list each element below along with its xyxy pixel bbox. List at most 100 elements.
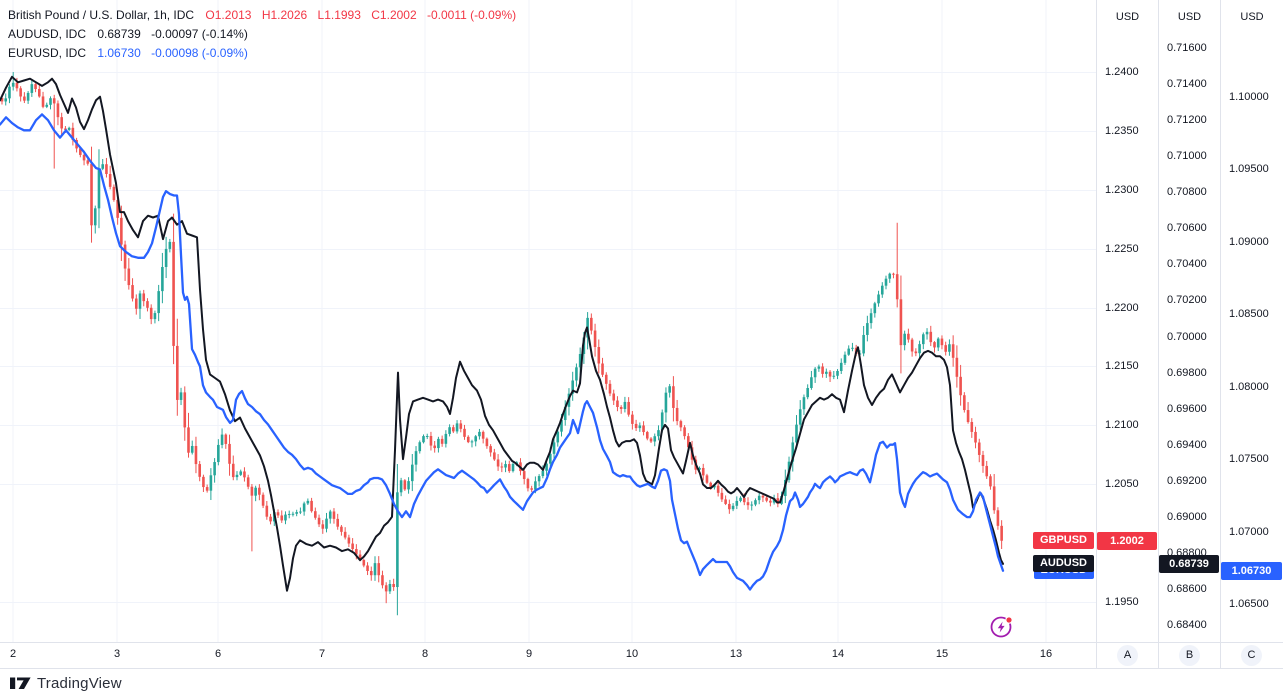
candle-body: [668, 386, 671, 393]
candle-body: [642, 425, 645, 433]
price-tick-label: 1.07000: [1229, 525, 1269, 538]
ohlc-low: L1.1993: [317, 8, 361, 22]
candle-body: [825, 371, 828, 374]
candle-body: [742, 497, 746, 503]
candle-body: [869, 313, 873, 324]
candle-body: [541, 470, 545, 477]
price-tick-label: 1.10000: [1229, 91, 1269, 103]
candle-body: [672, 386, 675, 408]
legend-row-audusd[interactable]: AUDUSD, IDC 0.68739 -0.00097 (-0.14%): [8, 25, 523, 44]
candle-body: [631, 414, 634, 424]
chart-legend: British Pound / U.S. Dollar, 1h, IDC O1.…: [8, 6, 523, 63]
scale-button-a[interactable]: A: [1117, 645, 1138, 666]
candle-body: [392, 583, 395, 588]
candle-body: [933, 342, 936, 348]
candle-body: [399, 480, 403, 493]
symbol-title: EURUSD, IDC: [8, 46, 87, 60]
candle-body: [440, 438, 444, 444]
price-tick-label: 1.2350: [1105, 124, 1139, 137]
candle-body: [343, 531, 347, 538]
currency-label-a: USD: [1115, 11, 1140, 23]
candle-body: [989, 476, 992, 487]
candle-body: [556, 431, 560, 443]
candle-body: [705, 475, 709, 483]
candle-body: [873, 303, 877, 314]
lightning-button[interactable]: [988, 613, 1016, 641]
candle-body: [437, 438, 440, 449]
price-tick-label: 1.2300: [1105, 183, 1139, 196]
candle-body: [209, 475, 213, 491]
candle-body: [369, 570, 373, 576]
price-tick-label: 1.08500: [1229, 308, 1269, 321]
scale-button-c[interactable]: C: [1241, 645, 1262, 666]
candle-body: [299, 511, 302, 513]
price-scale-a[interactable]: USD 1.2400 1.2350 1.2300 1.2250 1.2200 1.2150…: [1097, 0, 1158, 642]
candle-body: [590, 317, 593, 331]
price-tick-label: 1.2150: [1105, 360, 1139, 373]
candle-body: [179, 392, 183, 400]
candle-body: [903, 333, 906, 346]
candle-body: [123, 244, 127, 269]
time-tick-label: 13: [729, 648, 743, 660]
price-tick-label: 1.09000: [1229, 235, 1269, 248]
candle-body: [821, 366, 824, 374]
line-series-audusd[interactable]: [0, 75, 1004, 592]
scale-button-b[interactable]: B: [1179, 645, 1200, 666]
tradingview-logo[interactable]: TradingView: [10, 675, 122, 692]
candle-body: [306, 500, 310, 504]
candle-body: [918, 344, 921, 354]
candle-body: [985, 465, 989, 477]
candle-body: [157, 291, 160, 314]
candle-body: [1000, 525, 1003, 541]
last-price: 0.68739: [97, 27, 141, 41]
line-series-eurusd[interactable]: [0, 113, 1005, 591]
price-scale-c[interactable]: USD 1.10000 1.09500 1.09000 1.08500 1.08000 1…: [1221, 0, 1283, 642]
legend-row-gbpusd[interactable]: British Pound / U.S. Dollar, 1h, IDC O1.…: [8, 6, 523, 25]
price-tick-label: 0.71200: [1167, 114, 1207, 127]
candle-body: [470, 441, 474, 443]
candle-body: [910, 339, 914, 352]
price-tick-label: 1.08000: [1229, 380, 1269, 393]
candle-body: [381, 575, 384, 586]
candle-body: [634, 423, 638, 429]
candle-body: [246, 477, 250, 487]
candle-body: [366, 565, 369, 571]
legend-row-eurusd[interactable]: EURUSD, IDC 1.06730 -0.00098 (-0.09%): [8, 44, 523, 63]
candle-body: [269, 516, 272, 522]
candle-body: [948, 344, 951, 352]
candle-body: [537, 476, 541, 482]
series-label-audusd[interactable]: AUDUSD: [1032, 555, 1094, 573]
time-tick-label: 8: [421, 648, 429, 660]
candle-body: [466, 436, 470, 443]
price-scale-b[interactable]: USD 0.71600 0.71400 0.71200 0.71000 0.70800 0…: [1159, 0, 1220, 642]
candle-body: [93, 208, 97, 226]
candle-body: [302, 503, 306, 512]
candle-body: [500, 466, 504, 468]
brand-name: TradingView: [37, 675, 122, 692]
candle-body: [377, 563, 381, 576]
candle-body: [131, 285, 134, 299]
candle-body: [899, 299, 903, 346]
time-axis[interactable]: 2 3 6 7 8 9 10 13 14 15 16: [0, 643, 1096, 668]
candle-body: [549, 453, 552, 464]
candle-body: [552, 442, 556, 454]
candle-body: [120, 217, 123, 245]
candle-body: [407, 481, 410, 490]
candle-body: [82, 154, 86, 161]
candle-body: [202, 476, 205, 488]
candle-body: [280, 515, 284, 521]
series-label-gbpusd[interactable]: GBPUSD: [1032, 532, 1094, 550]
candle-body: [884, 278, 888, 286]
candle-body: [728, 503, 731, 510]
candle-body: [217, 444, 220, 463]
candle-body: [23, 96, 26, 101]
candle-body: [90, 163, 93, 226]
candle-body: [228, 443, 231, 464]
price-chart-plot[interactable]: [0, 0, 1096, 642]
tradingview-logo-icon: [10, 677, 31, 689]
candle-body: [966, 410, 970, 423]
candle-body: [373, 563, 377, 576]
price-tick-label: 1.2050: [1105, 478, 1139, 491]
candle-body: [485, 438, 489, 447]
candle-body: [619, 406, 623, 409]
